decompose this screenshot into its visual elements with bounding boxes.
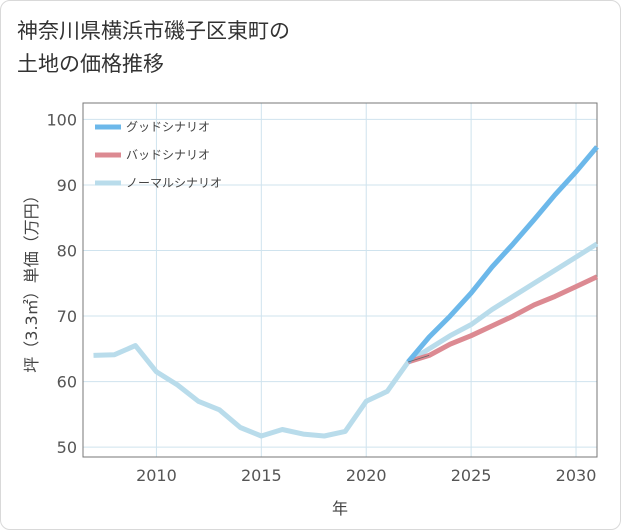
chart-title: 神奈川県横浜市磯子区東町の 土地の価格推移	[17, 15, 437, 81]
y-tick-label-90: 90	[57, 176, 77, 195]
legend-label-bad: バッドシナリオ	[126, 148, 210, 162]
chart-title-line-1: 神奈川県横浜市磯子区東町の	[17, 19, 290, 43]
y-tick-label-70: 70	[57, 307, 77, 326]
x-tick-label-2030: 2030	[556, 466, 597, 485]
y-tick-label-100: 100	[46, 110, 77, 129]
x-tick-label-2015: 2015	[241, 466, 282, 485]
plot-frame	[82, 102, 598, 458]
series-line-good	[406, 145, 599, 364]
forecast-connector	[408, 355, 430, 363]
legend-label-good: グッドシナリオ	[126, 120, 210, 134]
x-tick-label-2020: 2020	[346, 466, 387, 485]
x-tick-label-2010: 2010	[136, 466, 177, 485]
x-tick-label-2025: 2025	[451, 466, 492, 485]
y-axis-label: 坪（3.3㎡）単価（万円）	[22, 187, 41, 372]
legend-label-normal: ノーマルシナリオ	[126, 176, 222, 190]
y-tick-label-60: 60	[57, 373, 77, 392]
chart-title-line-2: 土地の価格推移	[17, 52, 164, 76]
series-line-normal	[93, 241, 599, 439]
y-tick-label-80: 80	[57, 242, 77, 261]
y-tick-label-50: 50	[57, 438, 77, 457]
x-axis-label: 年	[332, 499, 348, 518]
series-line-bad	[407, 274, 599, 365]
